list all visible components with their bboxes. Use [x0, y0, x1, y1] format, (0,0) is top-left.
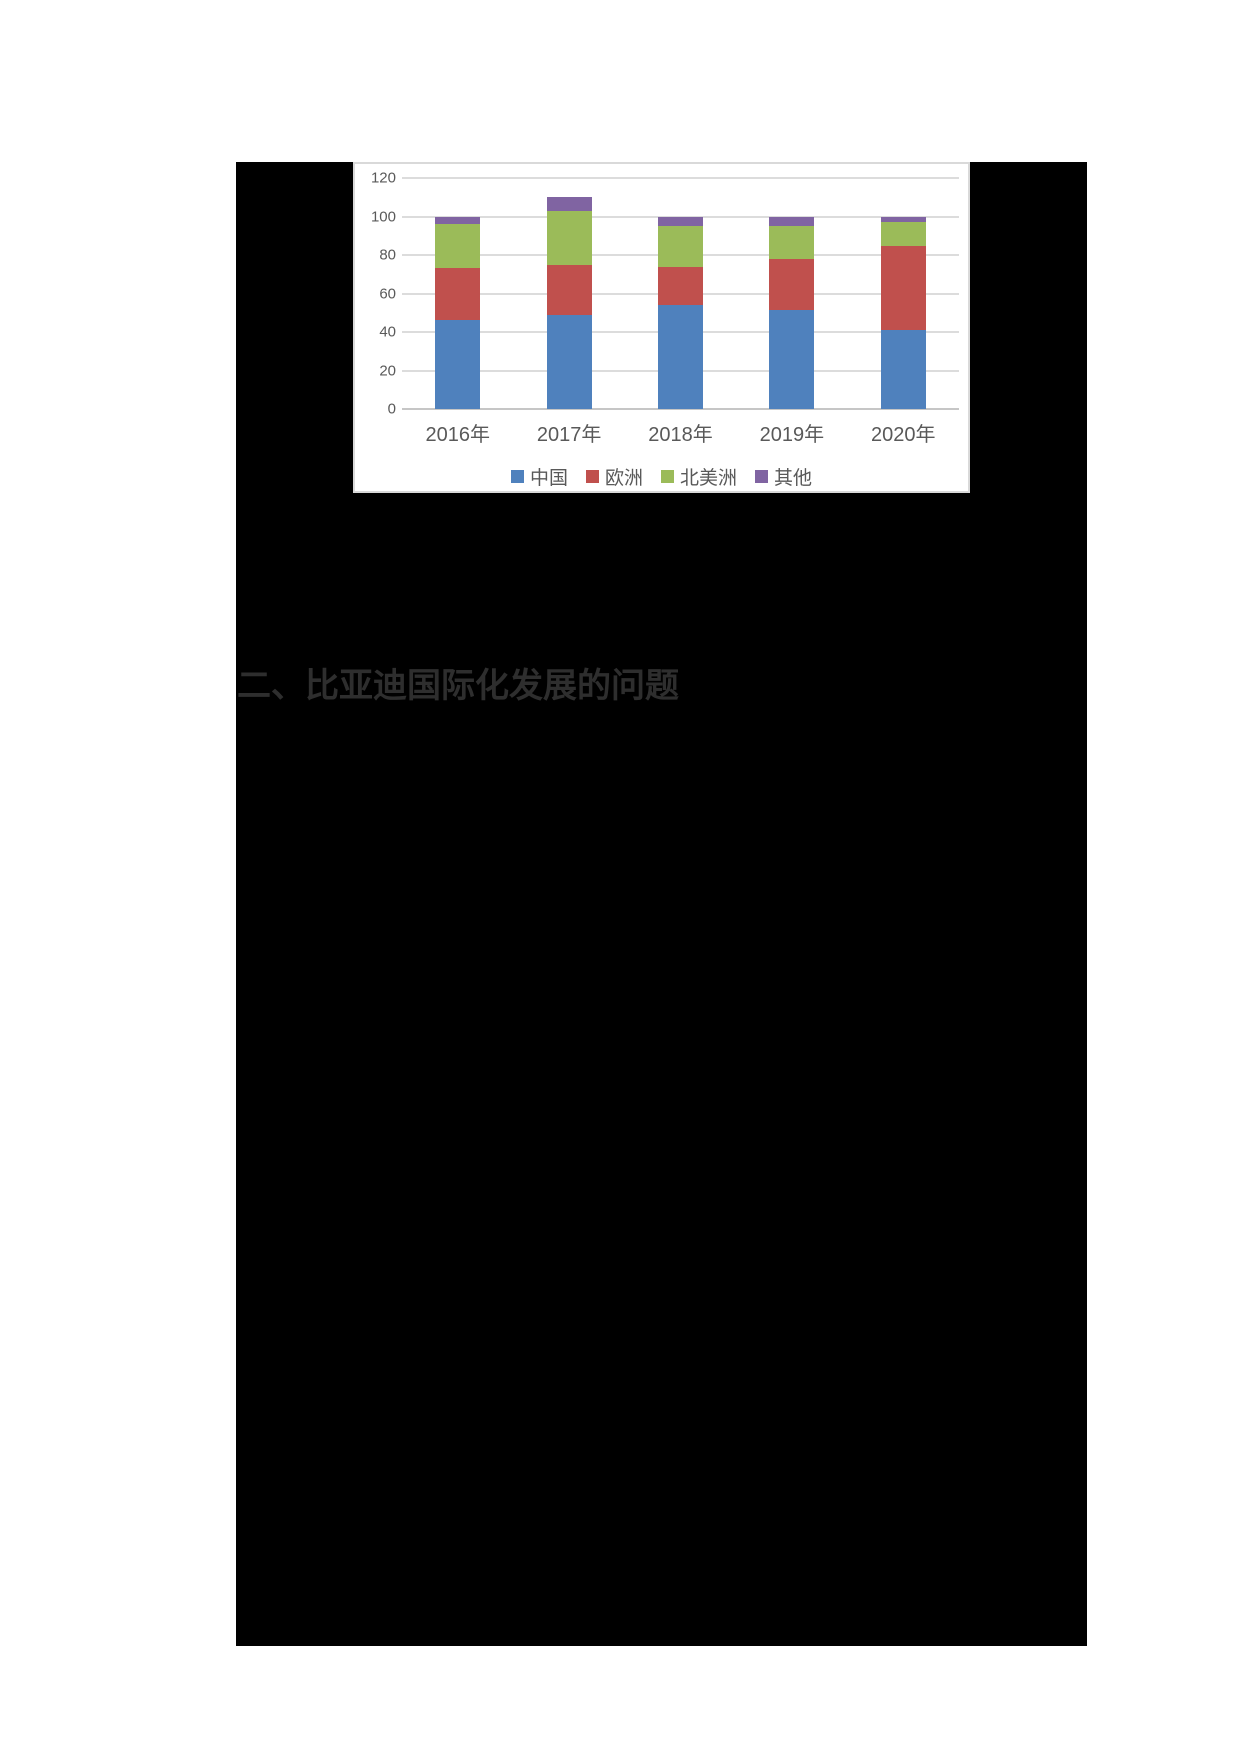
x-axis-category-label: 2018年	[648, 424, 713, 446]
y-axis-tick-label: 0	[387, 400, 396, 418]
y-axis-tick-label: 100	[370, 208, 396, 225]
x-axis-category-label: 2017年	[536, 424, 602, 446]
legend-item-other: 其他	[755, 463, 812, 490]
bar-segment-china	[658, 305, 703, 409]
stacked-bar-2016年	[435, 216, 481, 409]
stacked-bar-2018年	[658, 216, 703, 409]
bar-segment-europe	[658, 266, 703, 306]
stacked-bar-2020年	[880, 216, 926, 409]
legend-item-europe: 欧洲	[585, 463, 643, 490]
y-axis-tick-label: 40	[379, 323, 396, 341]
legend-label: 欧洲	[604, 468, 643, 489]
chart-legend: 中国 欧洲 北美洲 其他	[355, 463, 968, 490]
bar-segment-europe	[769, 258, 815, 310]
chart-gridline	[402, 215, 959, 218]
y-axis-tick-label: 60	[379, 285, 396, 302]
y-axis-tick-label: 20	[379, 362, 396, 379]
bar-segment-europe	[880, 246, 926, 331]
bar-segment-china	[769, 309, 815, 409]
section-heading: 二、比亚迪国际化发展的问题	[237, 668, 679, 705]
stacked-bar-2017年	[546, 197, 592, 409]
legend-swatch-icon	[510, 470, 524, 483]
bar-segment-other	[658, 216, 703, 227]
y-axis-tick-label: 80	[379, 246, 396, 264]
bar-segment-north-america	[769, 226, 815, 259]
legend-swatch-icon	[661, 470, 674, 483]
legend-label: 其他	[774, 468, 813, 489]
x-axis-category-label: 2020年	[871, 424, 936, 446]
bar-segment-other	[769, 216, 815, 227]
y-axis: 0 20 40 60 80 100 120	[355, 170, 396, 418]
legend-swatch-icon	[585, 470, 599, 483]
bar-segment-other	[435, 216, 481, 225]
bar-segment-china	[880, 330, 926, 409]
bar-segment-north-america	[435, 224, 481, 269]
bar-segment-north-america	[880, 222, 926, 247]
chart-gridline	[402, 177, 959, 179]
bar-segment-europe	[546, 264, 592, 315]
bar-segment-other	[880, 216, 926, 223]
embedded-stacked-bar-chart: 0 20 40 60 80 100 120 2016年 2017年 2018年 2019年 2020…	[353, 162, 970, 493]
bar-segment-north-america	[546, 210, 592, 265]
stacked-bar-2019年	[769, 216, 815, 409]
bar-segment-china	[435, 320, 481, 409]
chart-plot-area	[402, 177, 959, 410]
bar-segment-other	[546, 197, 592, 211]
bar-segment-north-america	[658, 226, 703, 267]
bar-segment-china	[546, 314, 592, 409]
x-axis-baseline	[402, 408, 959, 410]
legend-item-china: 中国	[510, 463, 568, 490]
legend-item-north-america: 北美洲	[661, 463, 737, 490]
y-axis-tick-label: 120	[370, 169, 396, 187]
bar-segment-europe	[435, 268, 481, 321]
legend-label: 北美洲	[680, 468, 738, 489]
x-axis: 2016年 2017年 2018年 2019年 2020年	[402, 418, 959, 446]
legend-swatch-icon	[755, 470, 769, 483]
legend-label: 中国	[529, 468, 568, 489]
redacted-content-block: 0 20 40 60 80 100 120 2016年 2017年 2018年 2019年 2020…	[236, 162, 1087, 1646]
x-axis-category-label: 2019年	[759, 424, 825, 446]
x-axis-category-label: 2016年	[425, 424, 490, 446]
